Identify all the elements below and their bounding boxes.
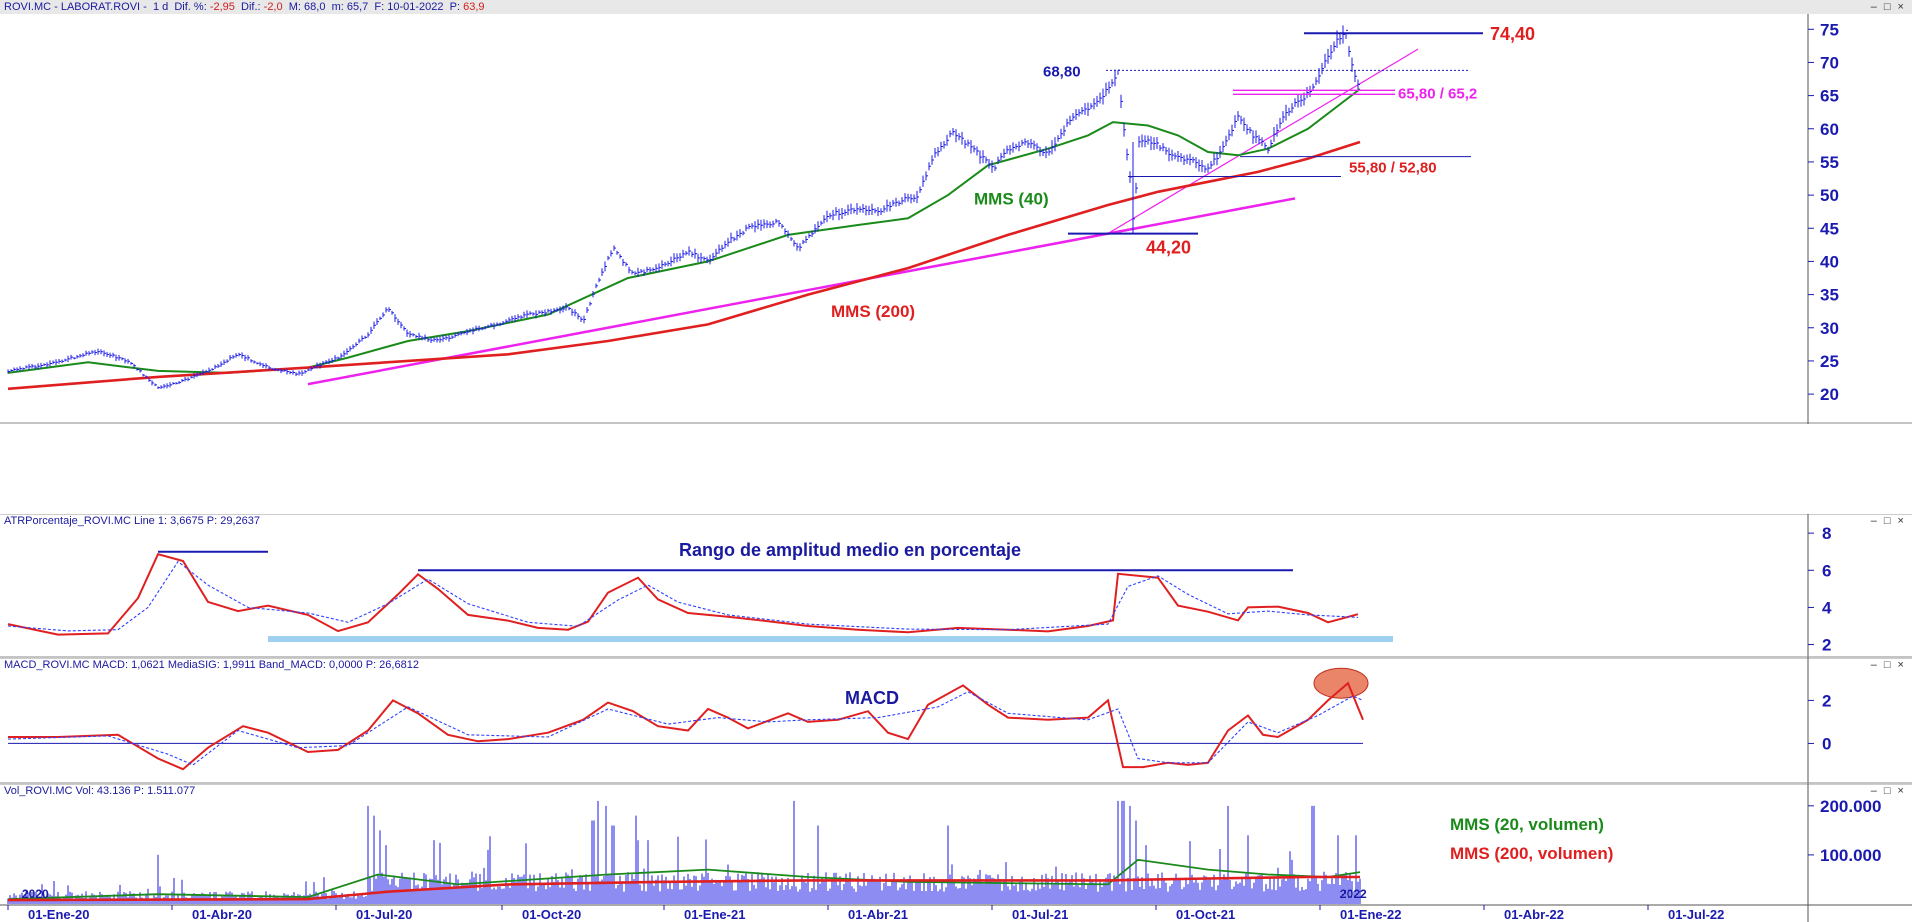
macd-pane-window-controls[interactable]: – □ × [1870,659,1906,671]
volume-chart[interactable]: 100.000 200.000 MMS (20, volumen) MMS (200,… [0,784,1912,922]
ma40-label: MMS (40) [974,189,1049,208]
level-44-label: 44,20 [1146,238,1191,258]
dif-pct-value: -2,95 [209,1,235,13]
atr-pane-window-controls[interactable]: – □ × [1870,515,1906,527]
x-axis-tick-label: 01-Oct-21 [1176,907,1235,922]
vol-y-tick-label: 200.000 [1820,797,1881,816]
level-65-label: 65,80 / 65,2 [1398,85,1477,102]
macd-y-tick-label: 0 [1822,734,1831,753]
ma200-label: MMS (200) [831,302,915,321]
atr-caption: Rango de amplitud medio en porcentaje [679,540,1021,560]
macd-main-line [8,681,1364,771]
x-axis-tick-label: 01-Abr-20 [192,907,252,922]
vol-legend-ma20: MMS (20, volumen) [1450,815,1604,834]
macd-pane-title: MACD_ROVI.MC MACD: 1,0621 MediaSIG: 1,99… [4,659,419,671]
price-y-tick-label: 40 [1820,252,1839,271]
price-y-tick-label: 70 [1820,53,1839,72]
trendline-long [307,197,1296,386]
x-axis-tick-label: 01-Ene-21 [684,907,745,922]
price-y-tick-label: 25 [1820,352,1839,371]
atr-main-line [7,553,1359,636]
price-y-tick-label: 45 [1820,219,1839,238]
volume-pane-window-controls[interactable]: – □ × [1870,785,1906,797]
price-y-tick-label: 20 [1820,385,1839,404]
macd-y-tick-label: 2 [1822,691,1831,710]
x-axis-tick-label: 01-Ene-20 [28,907,89,922]
price-y-tick-label: 50 [1820,186,1839,205]
symbol-name: ROVI.MC - LABORAT.ROVI [4,1,141,13]
x-axis-tick-label: 01-Abr-22 [1504,907,1564,922]
atr-signal-line [7,560,1359,632]
atr-chart[interactable]: 2 4 6 8 Rango de amplitud medio en porcentaj… [0,514,1912,658]
date-label: F: 10-01-2022 [374,1,444,13]
atr-y-tick-label: 6 [1822,561,1831,580]
min-label: m: 65,7 [331,1,369,13]
x-axis-tick-label: 01-Abr-21 [848,907,908,922]
vol-legend-ma200: MMS (200, volumen) [1450,844,1613,863]
atr-y-tick-label: 8 [1822,524,1831,543]
atr-y-tick-label: 2 [1822,636,1831,655]
ma40-line [7,88,1361,374]
x-axis-tick-label: 01-Jul-21 [1012,907,1068,922]
price-y-tick-label: 55 [1820,153,1839,172]
vol-ma20-line [7,858,1361,900]
vol-left-year: 2020 [22,887,49,901]
price-pane: ROVI.MC - LABORAT.ROVI - 1 d Dif. %: -2,… [0,0,1912,424]
x-axis-tick-label: 01-Jul-20 [356,907,412,922]
trendline-short [1109,48,1419,233]
macd-highlight-ellipse [1313,667,1369,699]
price-y-tick-label: 30 [1820,319,1839,338]
level-74-label: 74,40 [1490,24,1535,44]
x-axis-tick-label: 01-Oct-20 [522,907,581,922]
p-label: P: [449,1,461,13]
macd-caption: MACD [845,688,899,708]
atr-pane: ATRPorcentaje_ROVI.MC Line 1: 3,6675 P: … [0,514,1912,658]
vol-ma200-line [7,875,1360,902]
price-y-tick-label: 35 [1820,286,1839,305]
macd-chart[interactable]: 0 2 MACD [0,658,1912,784]
atr-y-tick-label: 4 [1822,598,1832,617]
price-pane-window-controls[interactable]: – □ × [1870,1,1906,13]
vol-right-year: 2022 [1340,887,1367,901]
volume-pane-title: Vol_ROVI.MC Vol: 43.136 P: 1.511.077 [4,785,196,797]
price-pane-title: ROVI.MC - LABORAT.ROVI - 1 d Dif. %: -2,… [4,1,485,13]
x-axis-tick-label: 01-Ene-22 [1340,907,1401,922]
atr-pane-title: ATRPorcentaje_ROVI.MC Line 1: 3,6675 P: … [4,515,260,527]
price-chart[interactable]: 202530354045505560657075www.visualchart.… [0,0,1912,424]
price-title-bar [0,0,1912,14]
price-y-tick-label: 65 [1820,87,1839,106]
dif-label: Dif.: [241,1,261,13]
p-value: 63,9 [463,1,485,13]
level-55-label: 55,80 / 52,80 [1349,160,1437,177]
dif-value: -2,0 [263,1,283,13]
vol-y-tick-label: 100.000 [1820,846,1881,865]
volume-pane: Vol_ROVI.MC Vol: 43.136 P: 1.511.077 – □… [0,784,1912,922]
price-y-tick-label: 75 [1820,20,1839,39]
macd-pane: MACD_ROVI.MC MACD: 1,0621 MediaSIG: 1,99… [0,658,1912,784]
price-y-tick-label: 60 [1820,120,1839,139]
x-axis-tick-label: 01-Jul-22 [1668,907,1724,922]
level-68-label: 68,80 [1043,63,1081,80]
interval: 1 d [152,1,169,13]
max-label: M: 68,0 [288,1,326,13]
dif-pct-label: Dif. %: [174,1,207,13]
macd-signal-line [7,691,1364,766]
